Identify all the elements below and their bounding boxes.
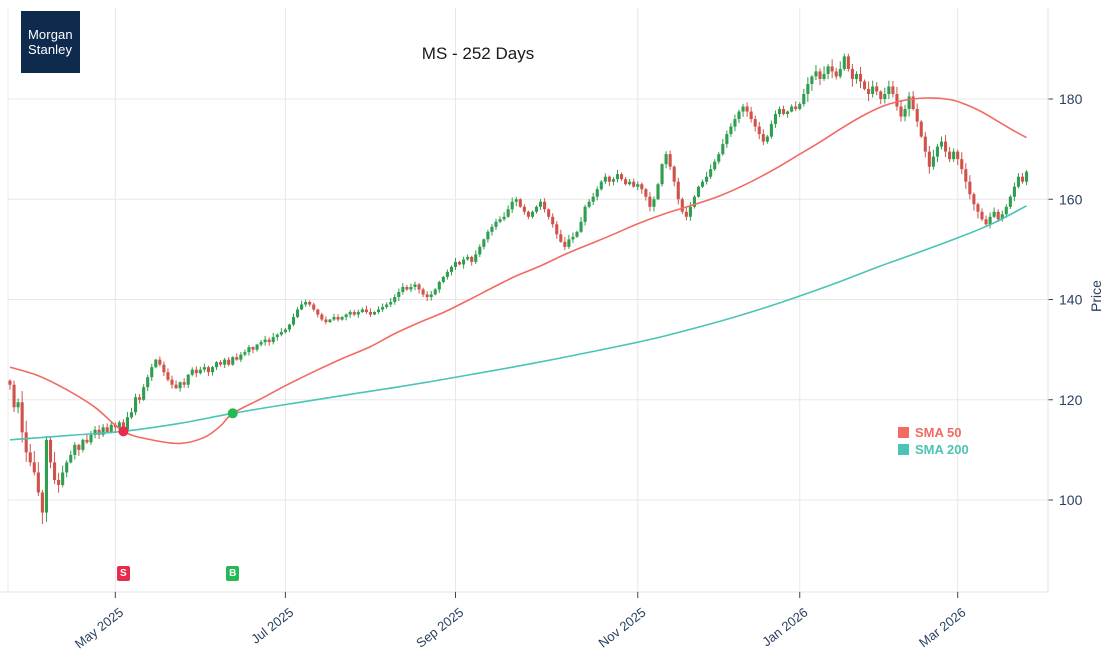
morgan-stanley-logo: Morgan Stanley xyxy=(21,11,80,73)
legend-item-sma200: SMA 200 xyxy=(898,441,969,457)
y-tick-label: 180 xyxy=(1059,91,1083,107)
x-tick-label: Jul 2025 xyxy=(248,605,296,647)
x-tick-label: Mar 2026 xyxy=(916,605,969,651)
sma50-swatch-icon xyxy=(898,426,909,438)
y-tick-label: 160 xyxy=(1059,191,1083,207)
legend: SMA 50 SMA 200 xyxy=(898,424,969,458)
buy-signal-dot xyxy=(227,408,238,419)
x-tick-label: May 2025 xyxy=(72,605,126,652)
sma200-swatch-icon xyxy=(898,443,909,455)
x-tick-label: Jan 2026 xyxy=(759,605,810,650)
candles-layer xyxy=(8,53,1029,525)
y-tick-label: 120 xyxy=(1059,392,1083,408)
buy-signal-badge: B xyxy=(226,566,240,581)
gridlines xyxy=(7,8,1048,592)
sell-signal-dot xyxy=(118,426,129,437)
sell-signal-badge: S xyxy=(116,566,130,581)
sma50-legend-label: SMA 50 xyxy=(915,424,962,440)
chart-title: MS - 252 Days xyxy=(421,44,535,63)
sma200-legend-label: SMA 200 xyxy=(915,441,969,457)
y-tick-label: 100 xyxy=(1059,492,1083,508)
logo-line-2: Stanley xyxy=(28,42,73,57)
y-tick-label: 140 xyxy=(1059,292,1083,308)
logo-line-1: Morgan xyxy=(28,27,73,42)
price-axis-title: Price xyxy=(1088,280,1104,312)
x-tick-label: Sep 2025 xyxy=(413,605,466,651)
legend-item-sma50: SMA 50 xyxy=(898,424,969,440)
sma200-line xyxy=(9,205,1027,441)
x-tick-label: Nov 2025 xyxy=(596,605,649,651)
axes: 100 120 140 160 180 May 2025 Jul 2025 Sep 2025 N… xyxy=(0,8,1104,652)
sma50-line xyxy=(9,97,1027,445)
